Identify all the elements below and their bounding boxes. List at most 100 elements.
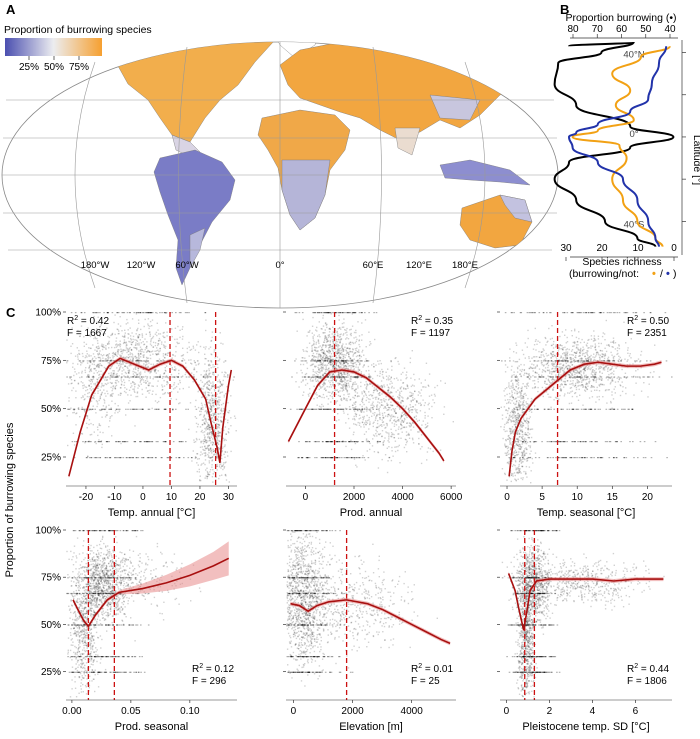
- c-band-point: [94, 312, 96, 314]
- c-point: [365, 406, 368, 408]
- c-point: [121, 370, 123, 372]
- c-point: [424, 411, 426, 414]
- c-point: [338, 327, 341, 329]
- c-point: [138, 362, 140, 364]
- c-point: [216, 469, 218, 471]
- c-point: [378, 408, 380, 411]
- c-point: [224, 376, 227, 378]
- c-point: [355, 383, 358, 385]
- c-point: [570, 361, 572, 364]
- c-band-point: [354, 441, 356, 443]
- c-point: [363, 391, 366, 393]
- c-point: [345, 343, 347, 345]
- c-point: [318, 395, 321, 397]
- c-point: [212, 469, 214, 471]
- c-point: [163, 393, 166, 395]
- c-point: [421, 424, 423, 426]
- c-point: [610, 341, 612, 343]
- c-point: [415, 418, 418, 420]
- c-point: [163, 336, 165, 339]
- c-point: [201, 423, 204, 426]
- c-point: [365, 423, 367, 426]
- c-point: [362, 418, 364, 421]
- c-point: [150, 344, 153, 347]
- c-band-point: [314, 360, 317, 362]
- c-band-point: [120, 376, 123, 378]
- c-point: [345, 350, 348, 352]
- c-band-point: [85, 441, 87, 443]
- c-point: [207, 423, 210, 426]
- c-point: [144, 338, 146, 340]
- c-band-point: [314, 457, 316, 459]
- c-point: [97, 353, 99, 355]
- c-band-point: [328, 312, 331, 314]
- c-point: [608, 389, 610, 391]
- c-point: [343, 354, 346, 356]
- c-point: [423, 404, 426, 407]
- legend-tick-label: 50%: [44, 62, 64, 73]
- c-band-point: [139, 312, 142, 314]
- c-point: [333, 364, 335, 367]
- c-point: [383, 440, 385, 442]
- c-point: [212, 383, 214, 385]
- c-point: [334, 376, 337, 378]
- c-point: [138, 333, 140, 336]
- c-point: [406, 376, 408, 379]
- c-point: [200, 402, 203, 404]
- c-band-point: [346, 312, 349, 314]
- c-point: [319, 355, 321, 358]
- c-point: [530, 397, 533, 400]
- c-point: [418, 431, 420, 433]
- c-point: [355, 388, 357, 390]
- c-band-point: [193, 376, 195, 378]
- c-point: [329, 361, 331, 363]
- c-point: [163, 376, 165, 378]
- c-point: [97, 345, 100, 347]
- c-band-point: [322, 408, 325, 410]
- c-point: [345, 329, 347, 331]
- c-band-point: [355, 408, 357, 410]
- c-band-point: [155, 408, 158, 410]
- c-point: [571, 374, 573, 376]
- c-point: [316, 397, 318, 399]
- c-band-point: [322, 457, 324, 459]
- c-band-point: [177, 376, 180, 378]
- b-series-line: [571, 45, 671, 247]
- c-point: [341, 352, 343, 354]
- c-point: [217, 434, 219, 437]
- c-band-point: [301, 457, 303, 459]
- c-point: [86, 350, 88, 352]
- c-point: [111, 393, 113, 395]
- c-point: [616, 353, 618, 356]
- c-point: [381, 373, 384, 376]
- c-point: [351, 404, 354, 407]
- c-point: [398, 419, 400, 421]
- c-point: [321, 348, 323, 350]
- c-point: [377, 401, 379, 403]
- c-point: [121, 353, 123, 355]
- c-r2-symbol: R: [411, 316, 418, 327]
- b-top-tick-label: 40: [664, 24, 676, 35]
- c-point: [552, 364, 554, 367]
- c-point: [181, 338, 184, 340]
- c-point: [348, 365, 350, 367]
- c-point: [406, 440, 408, 442]
- india: [394, 127, 421, 156]
- c-band-point: [119, 441, 122, 443]
- c-point: [416, 401, 418, 403]
- c-band-point: [339, 312, 341, 314]
- c-point: [128, 369, 131, 371]
- c-point: [200, 374, 202, 376]
- c-point: [566, 360, 569, 363]
- c-point: [395, 421, 397, 423]
- c-band-point: [196, 360, 199, 362]
- c-point: [338, 373, 340, 376]
- c-point: [124, 376, 126, 378]
- c-point: [416, 420, 419, 422]
- c-band-point: [233, 376, 235, 378]
- c-point: [335, 393, 337, 395]
- c-point: [129, 352, 131, 354]
- c-point: [90, 433, 93, 436]
- c-point: [419, 410, 422, 412]
